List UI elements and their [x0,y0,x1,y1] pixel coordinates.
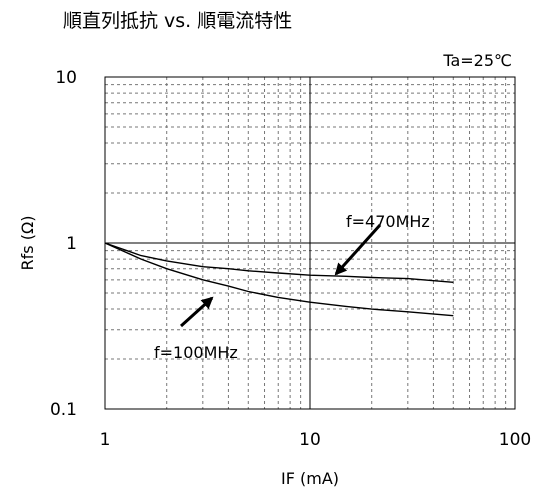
series-line-1 [104,242,454,317]
series-layer [104,242,454,317]
grid-layer [105,77,515,409]
chart-title: 順直列抵抗 vs. 順電流特性 [63,10,292,32]
annotation-arrow-0 [334,223,382,276]
y-tick-label: 10 [55,68,77,88]
x-tick-label: 10 [299,430,321,450]
condition-label: Ta=25℃ [442,51,512,70]
annotation-layer: f=470MHz f=100MHz [154,212,430,362]
annotation-arrow-1 [179,296,214,328]
x-axis-label: IF (mA) [281,469,339,488]
x-tick-label: 100 [499,430,531,450]
tick-layer: 1 10 100 0.1 1 10 [50,68,531,450]
y-tick-label: 0.1 [50,400,77,420]
y-tick-label: 1 [66,234,77,254]
y-axis-label: Rfs (Ω) [18,216,37,271]
x-tick-label: 1 [100,430,111,450]
annotation-label-1: f=100MHz [154,343,238,362]
annotation-label-0: f=470MHz [346,212,430,231]
series-line-0 [104,242,454,283]
